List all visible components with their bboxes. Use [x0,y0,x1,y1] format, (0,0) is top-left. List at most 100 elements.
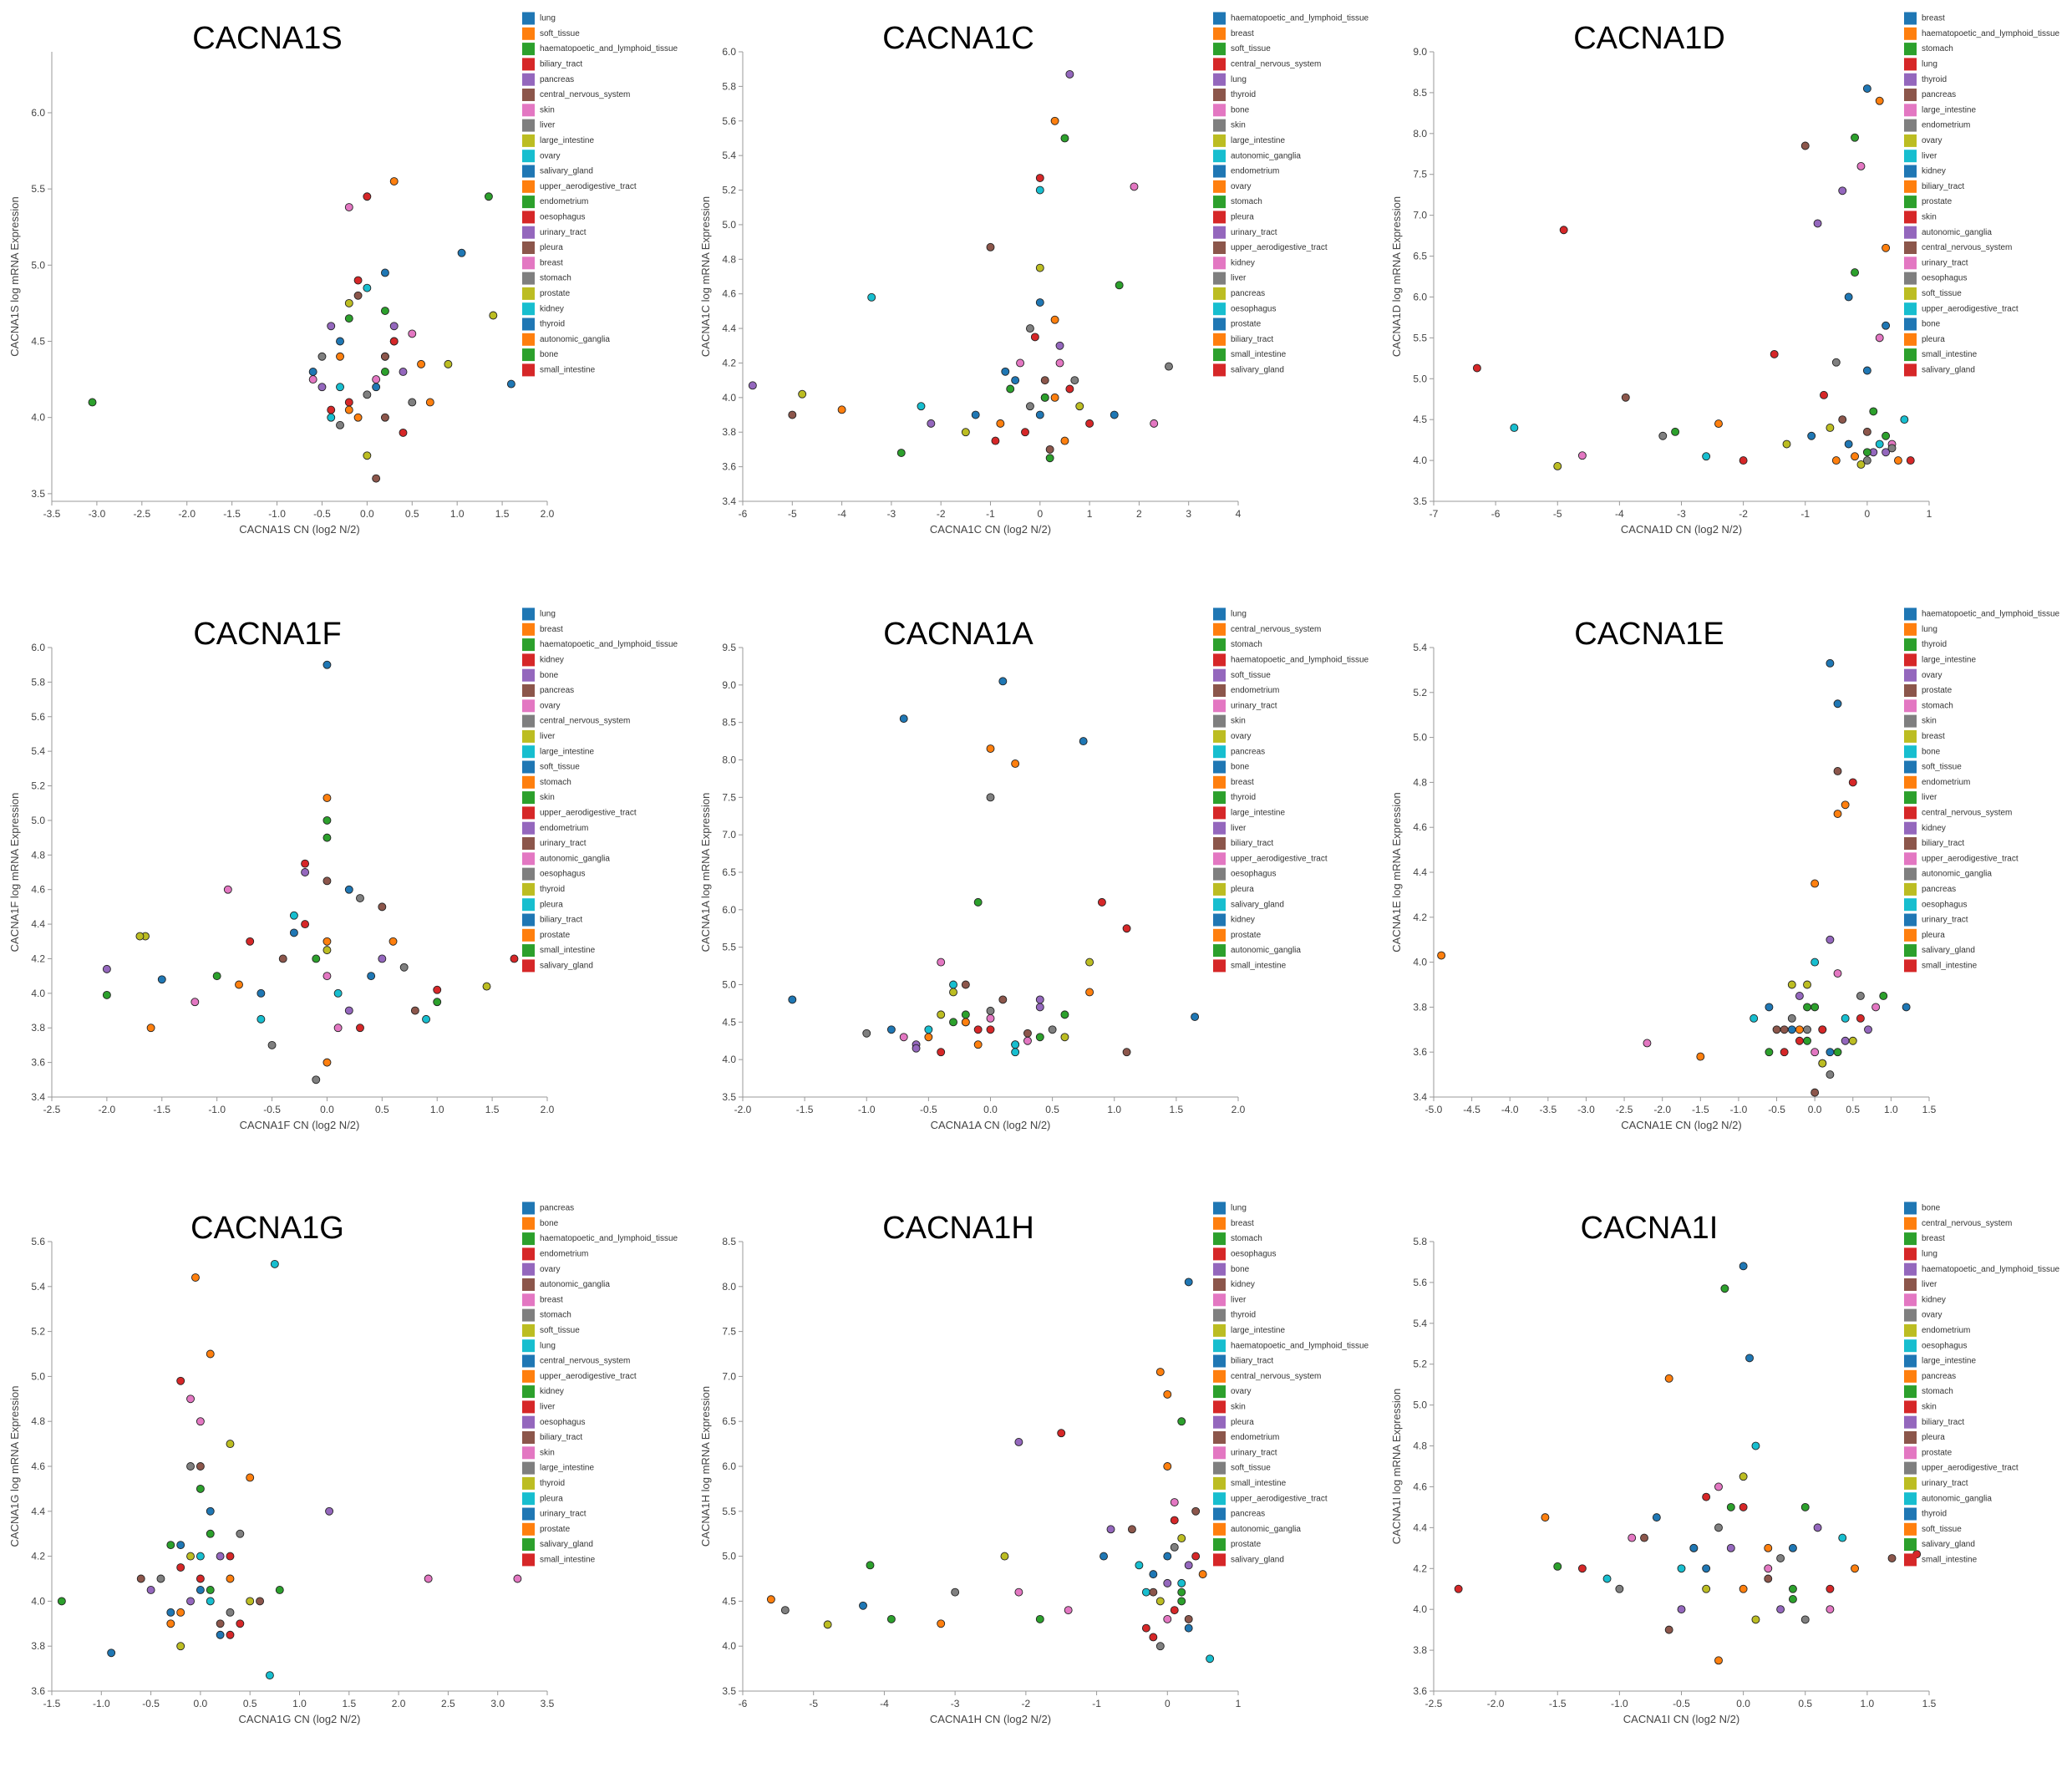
legend-label: urinary_tract [1231,1448,1277,1457]
legend-label: skin [1231,121,1246,130]
legend-swatch [1904,1308,1917,1322]
x-tick-label: 0.0 [360,508,374,520]
chart-title: CACNA1S [192,21,343,56]
y-tick-label: 9.0 [1413,46,1427,58]
x-axis-label: CACNA1C CN (log2 N/2) [930,523,1051,536]
legend-swatch [1213,363,1226,377]
x-tick-label: -1.5 [153,1104,170,1115]
legend-label: autonomic_ganglia [1231,946,1301,955]
point [1122,924,1131,933]
legend-label: pancreas [1231,747,1265,756]
legend-label: breast [1922,14,1945,23]
y-tick-label: 3.4 [722,495,736,507]
legend: lung breast stomach oesophagus bone kidney liv… [1213,1201,1369,1567]
x-tick-label: -1.5 [223,508,241,520]
legend-label: endometrium [1922,778,1970,787]
legend-swatch [1213,1293,1226,1307]
point [1615,1584,1624,1593]
point [991,436,1000,445]
point [1739,456,1748,465]
point [336,337,344,346]
y-tick-label: 5.6 [31,1236,45,1247]
point [322,833,332,842]
legend-label: large_intestine [540,1464,594,1473]
point [1070,376,1079,385]
legend-label: oesophagus [540,1418,586,1427]
legend-label: pancreas [1922,885,1956,894]
legend-swatch [1904,791,1917,805]
point [389,322,399,331]
legend-label: pleura [1231,213,1254,222]
legend-label: prostate [540,289,571,298]
points [1437,658,1911,1097]
point [344,405,353,414]
point [780,1606,790,1615]
point [196,1484,205,1493]
point [444,359,453,368]
legend-label: urinary_tract [1922,258,1968,267]
legend-label: urinary_tract [540,839,587,848]
y-axis-label: CACNA1I log mRNA Expression [1390,1389,1403,1544]
point [1035,995,1044,1004]
legend-swatch [522,58,535,71]
point [308,368,317,376]
legend-label: salivary_gland [1922,946,1975,955]
legend-label: endometrium [1922,1326,1970,1335]
point [186,1394,195,1404]
legend-swatch [1904,89,1917,101]
legend-label: bone [1231,105,1250,114]
x-tick-label: -3.5 [43,508,61,520]
x-tick-label: 0.5 [1045,1104,1059,1115]
point [1677,1605,1686,1614]
point [1726,1502,1735,1511]
point [312,954,321,963]
y-tick-label: 8.0 [722,754,736,766]
legend-swatch [1213,1476,1226,1490]
x-tick-label: 0.5 [243,1698,257,1709]
y-tick-label: 5.4 [1413,642,1427,653]
legend-swatch [1213,1247,1226,1261]
y-tick-label: 3.4 [1413,1091,1427,1103]
legend-label: autonomic_ganglia [1231,1525,1301,1534]
point [176,1563,185,1572]
point [1893,456,1902,465]
point [1664,1625,1673,1634]
point [1170,1606,1179,1615]
point [344,314,353,323]
legend-swatch [522,684,535,697]
y-tick-label: 5.5 [722,1506,736,1517]
legend-swatch [1904,837,1917,850]
legend-label: liver [1231,824,1247,833]
legend-swatch [522,928,535,942]
legend-label: small_intestine [1231,962,1287,971]
legend-label: pleura [1922,1433,1945,1442]
point [1751,1615,1760,1624]
legend-label: liver [540,1403,556,1412]
point [206,1506,215,1516]
point [1163,1552,1172,1561]
point [356,1024,364,1033]
point [1206,1654,1215,1664]
y-tick-label: 4.0 [722,1054,736,1065]
y-tick-label: 8.5 [722,1236,736,1247]
point [57,1597,66,1606]
point [1780,1025,1789,1034]
point [924,1033,933,1042]
legend-label: ovary [1231,182,1251,191]
point [246,937,255,946]
point [886,1614,896,1623]
legend-swatch [522,913,535,927]
y-tick-label: 4.8 [1413,1440,1427,1452]
x-tick-label: 1.5 [1170,1104,1184,1115]
legend-swatch [1213,653,1226,667]
legend-swatch [1904,1247,1917,1261]
legend-swatch [1213,928,1226,942]
point [1621,393,1630,402]
y-tick-label: 3.6 [31,1057,45,1069]
x-tick-label: 1.0 [1884,1104,1898,1115]
point [1035,1614,1044,1623]
point [1177,1587,1186,1597]
legend-label: urinary_tract [1922,916,1968,925]
legend-label: autonomic_ganglia [540,335,610,344]
point [317,352,327,361]
